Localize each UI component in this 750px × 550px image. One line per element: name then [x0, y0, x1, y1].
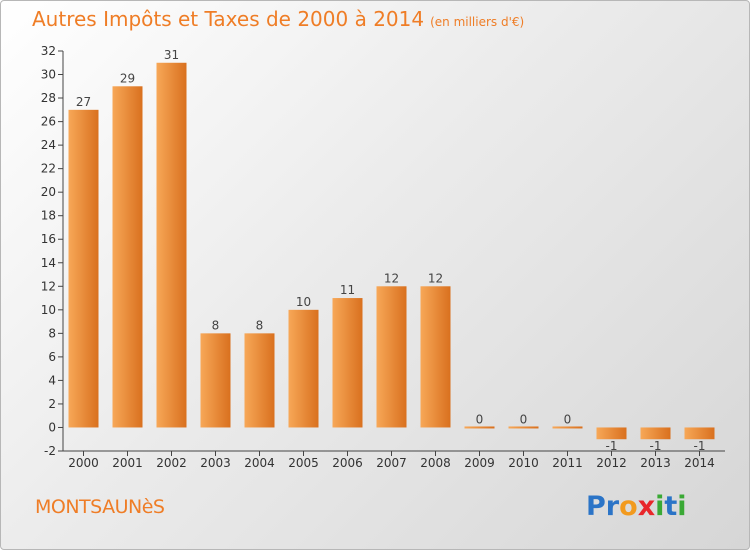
data-label: 29	[120, 71, 135, 85]
y-tick-label: 28	[41, 91, 56, 105]
bar	[376, 286, 407, 428]
y-tick-label: 8	[48, 326, 56, 340]
bar	[420, 286, 451, 428]
x-tick-label: 2014	[684, 456, 715, 470]
data-label: 0	[476, 412, 484, 426]
logo-letter: x	[637, 491, 656, 522]
data-label: 27	[76, 95, 91, 109]
data-labels: 27 29 31 8 8 10 11 12 12 0 0 0 -1 -1 -1	[76, 48, 706, 453]
logo-letter: P	[586, 491, 606, 522]
y-tick-label: 12	[41, 279, 56, 293]
proxiti-logo: Proxiti	[586, 491, 687, 522]
data-label: 8	[212, 318, 220, 332]
x-tick-label: 2005	[288, 456, 319, 470]
logo-letter: i	[677, 491, 687, 522]
bar	[200, 333, 231, 428]
logo-letter: o	[619, 491, 638, 522]
x-tick-label: 2000	[68, 456, 99, 470]
y-tick-label: 18	[41, 209, 56, 223]
chart-title: Autres Impôts et Taxes de 2000 à 2014 (en…	[32, 7, 524, 31]
data-label: -1	[694, 439, 706, 453]
x-tick-label: 2011	[552, 456, 583, 470]
bar	[684, 427, 715, 440]
x-tick-label: 2007	[376, 456, 407, 470]
bar	[244, 333, 275, 428]
x-tick-label: 2002	[156, 456, 187, 470]
bar	[552, 426, 583, 429]
chart-title-main: Autres Impôts et Taxes de 2000 à 2014	[32, 7, 425, 31]
bar	[596, 427, 627, 440]
y-tick-label: 32	[41, 44, 56, 58]
y-tick-label: 22	[41, 162, 56, 176]
bar	[332, 298, 363, 428]
x-tick-label: 2006	[332, 456, 363, 470]
x-tick-label: 2013	[640, 456, 671, 470]
logo-letter: i	[655, 491, 665, 522]
x-tick-label: 2009	[464, 456, 495, 470]
y-tick-label: 2	[48, 397, 56, 411]
data-label: 31	[164, 48, 179, 62]
bar	[288, 309, 319, 428]
x-tick-label: 2001	[112, 456, 143, 470]
bar	[68, 109, 99, 428]
bar	[156, 62, 187, 428]
bar	[640, 427, 671, 440]
y-tick-label: 26	[41, 115, 56, 129]
bar	[112, 86, 143, 428]
y-tick-label: 30	[41, 68, 56, 82]
x-tick-label: 2008	[420, 456, 451, 470]
y-tick-label: 20	[41, 185, 56, 199]
logo-letter: t	[664, 491, 678, 522]
y-tick-label: 16	[41, 232, 56, 246]
x-tick-label: 2012	[596, 456, 627, 470]
x-tick-label: 2010	[508, 456, 539, 470]
bar	[464, 426, 495, 429]
data-label: 10	[296, 295, 311, 309]
data-label: 12	[384, 271, 399, 285]
y-tick-label: 4	[48, 373, 56, 387]
data-label: 0	[520, 412, 528, 426]
data-label: 0	[564, 412, 572, 426]
bar	[508, 426, 539, 429]
data-label: -1	[606, 439, 618, 453]
x-tick-label: 2004	[244, 456, 275, 470]
data-label: 8	[256, 318, 264, 332]
data-label: 12	[428, 271, 443, 285]
bars	[68, 62, 715, 440]
y-tick-label: 6	[48, 350, 56, 364]
y-tick-label: 14	[41, 256, 56, 270]
y-tick-label: 24	[41, 138, 56, 152]
x-tick-label: 2003	[200, 456, 231, 470]
chart-title-unit: (en milliers d'€)	[430, 15, 525, 29]
y-tick-label: 0	[48, 420, 56, 434]
y-tick-label: 10	[41, 303, 56, 317]
commune-name: MONTSAUNèS	[35, 496, 165, 518]
data-label: -1	[650, 439, 662, 453]
data-label: 11	[340, 283, 355, 297]
y-tick-label: -2	[44, 444, 56, 458]
logo-letter: r	[605, 491, 620, 522]
